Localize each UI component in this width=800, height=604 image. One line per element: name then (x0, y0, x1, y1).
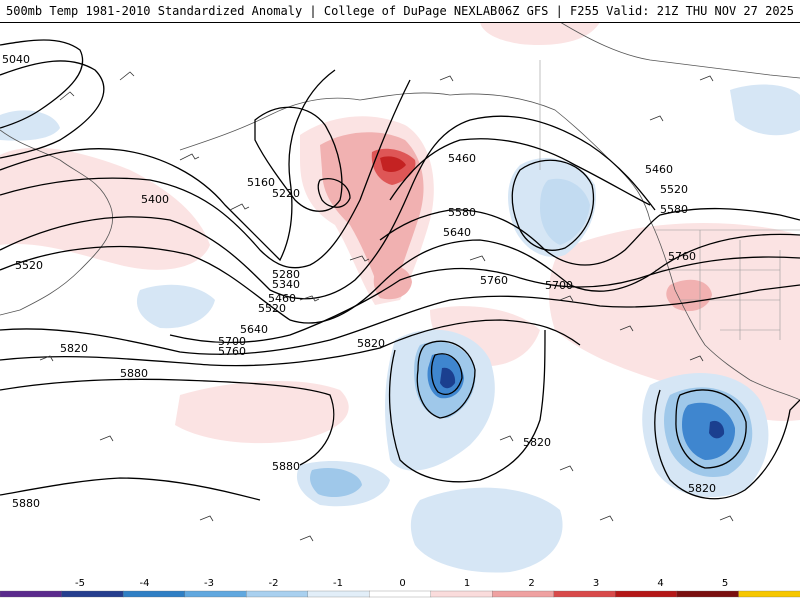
colorbar-tick-label: 2 (528, 578, 534, 589)
contour-label: 5460 (448, 152, 476, 165)
colorbar-tick-label: -4 (140, 578, 150, 589)
title-bar: 500mb Temp 1981-2010 Standardized Anomal… (0, 0, 800, 23)
contour-label: 5820 (357, 337, 385, 350)
colorbar-swatch (62, 591, 124, 597)
contour-label: 5340 (272, 278, 300, 291)
map-title: 500mb Temp 1981-2010 Standardized Anomal… (6, 4, 497, 18)
contour-label: 5880 (120, 367, 148, 380)
contour-label: 5880 (272, 460, 300, 473)
colorbar-swatch (123, 591, 185, 597)
colorbar-swatch (246, 591, 308, 597)
colorbar-tick-label: -5 (75, 578, 85, 589)
contour-label: 5760 (480, 274, 508, 287)
contour-label: 5520 (15, 259, 43, 272)
contour-label: 5700 (545, 279, 573, 292)
contour-label: 5520 (258, 302, 286, 315)
colorbar-svg: -5 -4 -3 -2 -1 0 1 2 3 4 5 (0, 575, 800, 600)
contour-label: 5820 (523, 436, 551, 449)
contour-label: 5520 (660, 183, 688, 196)
colorbar-tick-label: 0 (399, 578, 405, 589)
colorbar-swatch (308, 591, 370, 597)
contour-label: 5580 (660, 203, 688, 216)
colorbar-ticks: -5 -4 -3 -2 -1 0 1 2 3 4 5 (75, 578, 728, 589)
colorbar-swatches (0, 591, 800, 597)
colorbar-swatch (554, 591, 616, 597)
colorbar-swatch (615, 591, 677, 597)
colorbar-swatch (492, 591, 554, 597)
colorbar-tick-label: -2 (269, 578, 279, 589)
model-run-info: 06Z GFS | F255 Valid: 21Z THU NOV 27 202… (498, 4, 794, 18)
contour-label: 5460 (645, 163, 673, 176)
colorbar-swatch (431, 591, 493, 597)
colorbar-tick-label: 1 (464, 578, 470, 589)
colorbar-swatch (739, 591, 800, 597)
colorbar-swatch (185, 591, 247, 597)
contour-label: 5040 (2, 53, 30, 66)
colorbar: -5 -4 -3 -2 -1 0 1 2 3 4 5 (0, 575, 800, 600)
colorbar-swatch (677, 591, 739, 597)
colorbar-tick-label: 3 (593, 578, 599, 589)
contour-label: 5400 (141, 193, 169, 206)
contour-label: 5880 (12, 497, 40, 510)
contour-label: 5580 (448, 206, 476, 219)
colorbar-swatch (369, 591, 431, 597)
contour-label: 5220 (272, 187, 300, 200)
colorbar-tick-label: -3 (204, 578, 214, 589)
contour-label: 5760 (668, 250, 696, 263)
contour-label: 5820 (60, 342, 88, 355)
contour-label: 5760 (218, 345, 246, 358)
colorbar-tick-label: -1 (333, 578, 343, 589)
contour-label: 5820 (688, 482, 716, 495)
contour-label: 5640 (443, 226, 471, 239)
colorbar-tick-label: 4 (657, 578, 663, 589)
colorbar-tick-label: 5 (722, 578, 728, 589)
contour-label: 5160 (247, 176, 275, 189)
colorbar-swatch (0, 591, 62, 597)
